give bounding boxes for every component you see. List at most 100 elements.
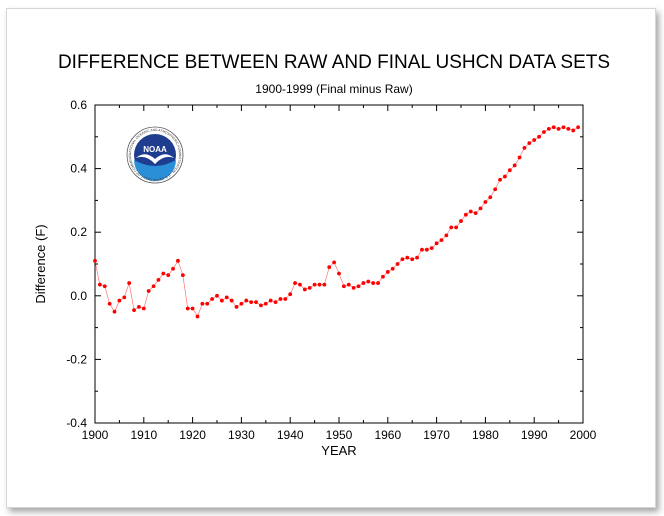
data-point <box>546 126 551 131</box>
data-point <box>278 297 283 301</box>
data-point <box>517 155 522 160</box>
data-point <box>527 141 532 146</box>
data-point <box>93 258 97 263</box>
data-point <box>249 300 254 305</box>
data-point <box>341 284 346 289</box>
data-point <box>195 314 200 319</box>
data-point <box>415 255 419 260</box>
data-point <box>542 130 546 134</box>
x-tick-label: 1980 <box>472 428 499 442</box>
data-point <box>463 212 468 217</box>
x-tick-label: 1950 <box>326 428 353 442</box>
data-point <box>488 195 493 200</box>
data-point <box>561 125 566 130</box>
data-point <box>312 282 317 287</box>
data-point <box>512 163 517 168</box>
data-point <box>219 298 224 303</box>
data-point <box>263 301 268 306</box>
data-point <box>171 266 175 271</box>
data-point <box>468 209 473 214</box>
data-point <box>224 295 229 300</box>
figure-frame <box>6 8 656 508</box>
data-point <box>376 281 380 285</box>
data-point <box>532 138 537 142</box>
x-tick-label: 1900 <box>82 428 109 442</box>
data-point <box>302 287 307 292</box>
data-point <box>371 281 376 285</box>
data-point <box>327 265 332 270</box>
data-point <box>283 297 288 301</box>
x-tick-label: 1910 <box>130 428 157 442</box>
x-tick-label: 1960 <box>374 428 401 442</box>
x-tick-label: 1930 <box>228 428 255 442</box>
data-point <box>385 270 390 274</box>
data-point <box>537 134 541 139</box>
data-point <box>185 306 190 311</box>
data-point <box>273 300 278 305</box>
y-tick-label: 0.2 <box>70 225 87 239</box>
data-point <box>137 305 141 309</box>
data-point <box>146 289 151 293</box>
data-point <box>97 282 102 287</box>
y-tick-label: -0.2 <box>66 352 87 366</box>
data-point <box>293 281 297 285</box>
x-tick-label: 1920 <box>179 428 206 442</box>
data-point <box>190 306 195 311</box>
data-point <box>337 271 341 276</box>
data-point <box>346 282 351 287</box>
data-point <box>107 301 112 306</box>
data-point <box>112 309 117 314</box>
data-point <box>215 293 219 298</box>
data-point <box>254 300 258 305</box>
data-point <box>449 225 454 230</box>
data-point <box>102 284 107 289</box>
axes: 1900 1910 1920 1930 1940 1950 1960 1970 1980 1990… <box>66 98 596 442</box>
noaa-logo: NOAA NATIONAL OCEANIC AND ATMOSPHERIC AD… <box>0 0 184 184</box>
x-tick-label: 1990 <box>521 428 548 442</box>
data-point <box>332 260 337 265</box>
data-point <box>351 285 356 290</box>
data-point <box>151 284 156 289</box>
data-point <box>234 305 239 309</box>
series-line <box>94 126 579 318</box>
data-point <box>244 298 249 303</box>
data-point <box>483 200 488 204</box>
data-point <box>322 282 327 287</box>
data-point <box>439 238 444 243</box>
data-point <box>229 298 234 303</box>
noaa-logo-gull <box>136 154 174 164</box>
data-point <box>381 274 385 279</box>
data-point <box>503 174 507 179</box>
data-point <box>166 273 171 278</box>
data-point <box>498 177 502 182</box>
data-point <box>210 297 215 301</box>
data-point <box>459 219 463 223</box>
data-point <box>239 301 244 306</box>
y-tick-label: 0.6 <box>70 98 87 112</box>
noaa-logo-water <box>134 160 176 181</box>
data-point <box>551 125 556 130</box>
data-point <box>307 285 312 290</box>
data-point <box>176 258 180 263</box>
data-point <box>454 225 459 230</box>
noaa-logo-text: NOAA <box>143 145 167 154</box>
data-point <box>556 126 561 131</box>
data-point <box>127 281 132 285</box>
x-tick-label: 1970 <box>423 428 450 442</box>
data-point <box>132 308 136 313</box>
data-point <box>390 266 395 271</box>
data-point <box>298 282 302 287</box>
data-point <box>571 128 576 133</box>
data-point <box>473 211 478 216</box>
data-point <box>259 303 263 308</box>
data-point <box>268 298 273 303</box>
data-point <box>200 301 205 306</box>
data-point <box>429 246 434 251</box>
data-point <box>576 125 581 130</box>
data-point <box>156 278 161 282</box>
x-tick-label: 1940 <box>277 428 304 442</box>
data-point <box>317 282 322 287</box>
data-point <box>161 271 166 276</box>
chart-subtitle: 1900-1999 (Final minus Raw) <box>255 82 412 96</box>
